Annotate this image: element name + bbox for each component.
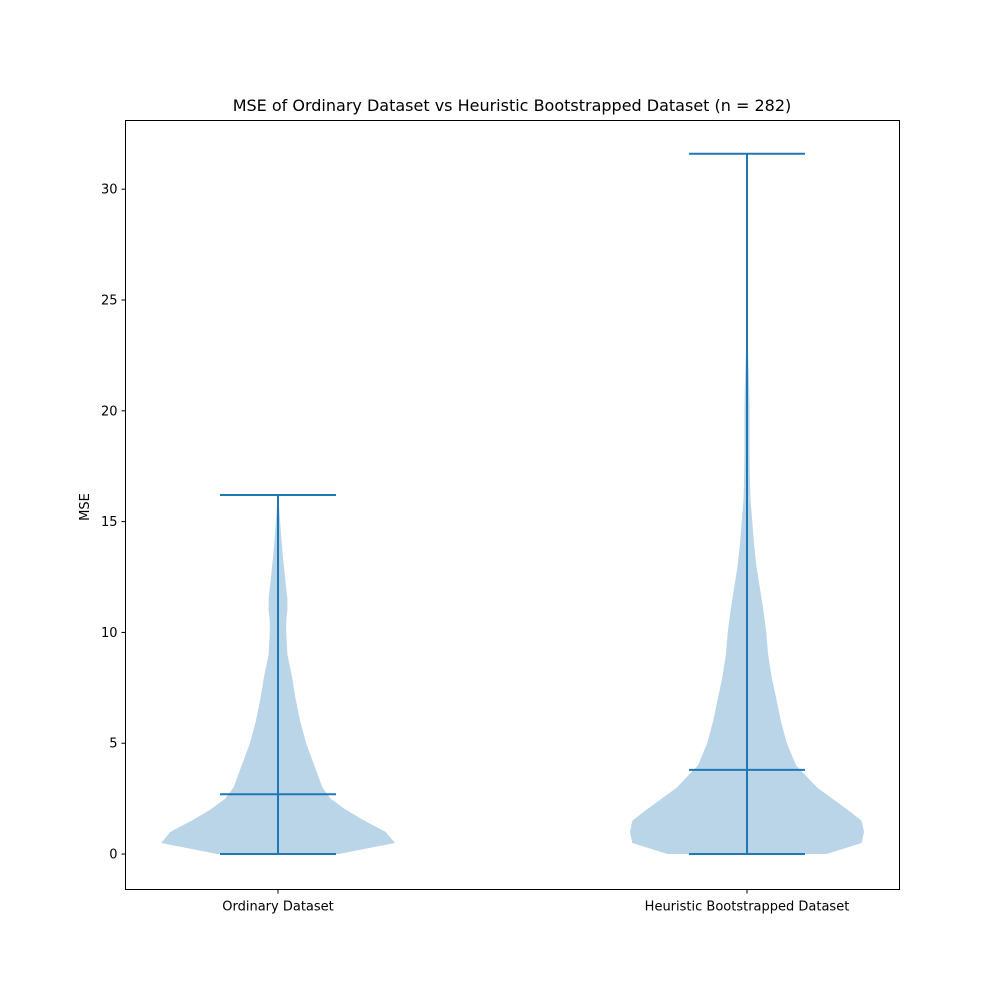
y-axis: 0 5 10 15 20 25 30 xyxy=(101,183,126,863)
y-tick-label: 10 xyxy=(101,626,118,641)
x-axis: Ordinary Dataset Heuristic Bootstrapped D… xyxy=(222,889,850,915)
x-tick-label: Ordinary Dataset xyxy=(222,900,334,915)
y-axis-label: MSE xyxy=(78,493,93,521)
y-tick-label: 30 xyxy=(101,183,118,198)
x-tick-label: Heuristic Bootstrapped Dataset xyxy=(645,900,850,915)
y-tick-label: 25 xyxy=(101,294,118,309)
y-tick-label: 20 xyxy=(101,404,118,419)
plot-area-frame xyxy=(125,120,900,890)
chart-title: MSE of Ordinary Dataset vs Heuristic Boo… xyxy=(233,96,792,115)
y-tick-label: 15 xyxy=(101,515,118,530)
y-tick-label: 0 xyxy=(109,848,117,863)
violin-stat-lines xyxy=(220,152,805,856)
y-tick-label: 5 xyxy=(109,737,117,752)
